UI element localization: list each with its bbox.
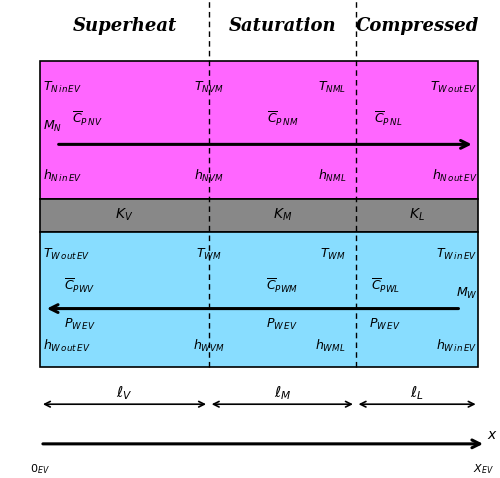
Text: $\overline{C}_{P\,NV}$: $\overline{C}_{P\,NV}$ [72,109,102,128]
Text: $M_W$: $M_W$ [456,286,477,301]
Text: $h_{N\,out\,EV}$: $h_{N\,out\,EV}$ [432,168,478,184]
Text: $K_V$: $K_V$ [116,207,134,224]
Bar [40,232,478,367]
Text: $P_{W\,EV}$: $P_{W\,EV}$ [370,317,401,333]
Text: $T_{NML}$: $T_{NML}$ [318,79,346,95]
Text: $\overline{C}_{PWV}$: $\overline{C}_{PWV}$ [64,277,95,295]
Text: $h_{NVM}$: $h_{NVM}$ [194,168,224,184]
Text: $\overline{C}_{P\,NM}$: $\overline{C}_{P\,NM}$ [266,109,298,128]
Text: $T_{W\,in\,EV}$: $T_{W\,in\,EV}$ [436,248,478,262]
Text: $T_{W\,out\,EV}$: $T_{W\,out\,EV}$ [42,248,90,262]
Text: $h_{W\,in\,EV}$: $h_{W\,in\,EV}$ [436,338,478,354]
Text: $T_{WM}$: $T_{WM}$ [320,248,346,262]
Text: $\ell_V$: $\ell_V$ [116,385,132,402]
Text: $\ell_M$: $\ell_M$ [274,385,291,402]
Text: $\ell_L$: $\ell_L$ [410,385,424,402]
Text: $T_{WM}$: $T_{WM}$ [196,248,222,262]
Text: $X_{EV}$: $X_{EV}$ [473,463,494,476]
Text: $0_{EV}$: $0_{EV}$ [30,463,50,476]
Text: $P_{W\,EV}$: $P_{W\,EV}$ [64,317,96,333]
Text: $T_{W\,out\,EV}$: $T_{W\,out\,EV}$ [430,79,478,95]
Text: $h_{NML}$: $h_{NML}$ [318,168,346,184]
Text: Compressed: Compressed [356,17,479,35]
Text: $h_{W\,out\,EV}$: $h_{W\,out\,EV}$ [42,338,90,354]
Bar [40,61,478,199]
Text: Saturation: Saturation [228,17,336,35]
Text: $M_N$: $M_N$ [42,119,62,134]
Text: $h_{N\,in\,EV}$: $h_{N\,in\,EV}$ [42,168,82,184]
Text: $T_{N\,in\,EV}$: $T_{N\,in\,EV}$ [42,79,82,95]
Text: $P_{W\,EV}$: $P_{W\,EV}$ [266,317,298,333]
Bar [40,199,478,232]
Text: $h_{WML}$: $h_{WML}$ [316,338,346,354]
Text: Superheat: Superheat [72,17,176,35]
Text: $K_L$: $K_L$ [409,207,425,224]
Text: $T_{NVM}$: $T_{NVM}$ [194,79,224,95]
Text: $\overline{C}_{P\,NL}$: $\overline{C}_{P\,NL}$ [374,109,402,128]
Text: $x$: $x$ [488,428,498,443]
Text: $K_M$: $K_M$ [272,207,292,224]
Text: $\overline{C}_{PWM}$: $\overline{C}_{PWM}$ [266,277,298,295]
Text: $\overline{C}_{PWL}$: $\overline{C}_{PWL}$ [370,277,400,295]
Text: $h_{WVM}$: $h_{WVM}$ [193,338,225,354]
